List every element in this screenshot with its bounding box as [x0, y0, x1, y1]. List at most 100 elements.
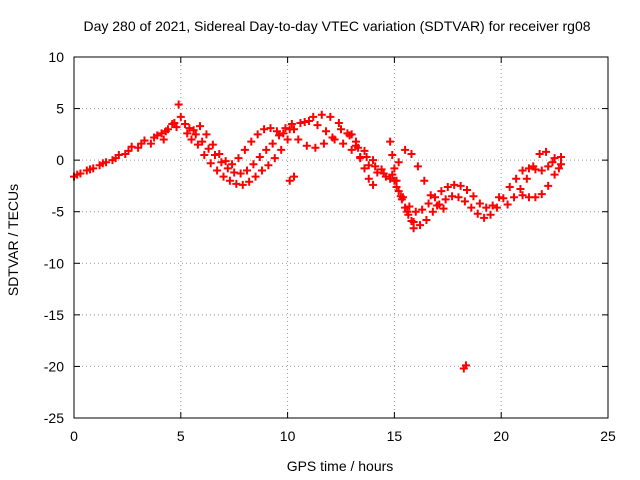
- data-point: [309, 112, 318, 121]
- data-point: [170, 119, 179, 128]
- data-point: [215, 149, 224, 158]
- data-point: [124, 146, 133, 155]
- data-point: [262, 145, 271, 154]
- data-point: [537, 190, 546, 199]
- data-point: [275, 131, 284, 140]
- data-point: [379, 169, 388, 178]
- data-point: [542, 147, 551, 156]
- data-point: [228, 160, 237, 169]
- x-tick-label: 20: [493, 428, 509, 444]
- data-point: [548, 158, 557, 167]
- data-point: [522, 174, 531, 183]
- data-point: [193, 140, 202, 149]
- x-tick-label: 0: [70, 428, 78, 444]
- data-point: [397, 195, 406, 204]
- data-point: [245, 177, 254, 186]
- x-axis-label: GPS time / hours: [287, 458, 394, 474]
- data-point: [319, 139, 328, 148]
- data-point: [426, 191, 435, 200]
- data-point: [137, 139, 146, 148]
- x-tick-label: 10: [280, 428, 296, 444]
- data-point: [290, 172, 299, 181]
- data-point: [317, 110, 326, 119]
- series-trace-1: [70, 100, 508, 230]
- data-point: [516, 185, 525, 194]
- data-point: [176, 112, 185, 121]
- data-point: [272, 127, 281, 136]
- data-point: [495, 193, 504, 202]
- data-point: [208, 140, 217, 149]
- data-point: [437, 187, 446, 196]
- data-point: [531, 193, 540, 202]
- data-point: [390, 164, 399, 173]
- data-point: [503, 200, 512, 209]
- x-tick-label: 25: [600, 428, 616, 444]
- data-point: [364, 174, 373, 183]
- data-point: [411, 207, 420, 216]
- data-point: [394, 187, 403, 196]
- data-point: [535, 149, 544, 158]
- data-point: [238, 180, 247, 189]
- data-point: [281, 124, 290, 133]
- data-point: [473, 209, 482, 218]
- y-tick-label: -25: [44, 410, 64, 426]
- data-point: [159, 135, 168, 144]
- data-point: [518, 166, 527, 175]
- data-point: [369, 156, 378, 165]
- data-point: [351, 141, 360, 150]
- data-point: [409, 224, 418, 233]
- axis-ticks: 0 5 10 15 20 25 -25 -20 -15 -10 -5 0 5 10: [44, 49, 616, 444]
- y-tick-label: -10: [44, 255, 64, 271]
- data-point: [463, 186, 472, 195]
- data-point: [127, 142, 136, 151]
- data-point: [407, 216, 416, 225]
- plot-frame: [73, 56, 609, 419]
- data-point: [185, 124, 194, 133]
- data-point: [198, 137, 207, 146]
- data-point: [456, 181, 465, 190]
- y-tick-label: -15: [44, 307, 64, 323]
- data-point: [433, 201, 442, 210]
- data-point: [243, 166, 252, 175]
- data-point: [313, 121, 322, 130]
- data-point: [557, 153, 566, 162]
- data-point: [461, 361, 470, 370]
- series-trace-3: [73, 122, 448, 213]
- data-point: [225, 176, 234, 185]
- data-point: [264, 161, 273, 170]
- data-point: [448, 192, 457, 201]
- data-point: [475, 199, 484, 208]
- data-point: [200, 150, 209, 159]
- data-point: [467, 203, 476, 212]
- data-point: [550, 170, 559, 179]
- data-point: [328, 133, 337, 142]
- data-point: [430, 193, 439, 202]
- data-point: [439, 204, 448, 213]
- data-point: [518, 191, 527, 200]
- data-point: [422, 215, 431, 224]
- data-point: [482, 203, 491, 212]
- data-point: [260, 125, 269, 134]
- data-point: [347, 130, 356, 139]
- data-point: [480, 213, 489, 222]
- data-point: [183, 129, 192, 138]
- data-point: [407, 149, 416, 158]
- data-point: [191, 130, 200, 139]
- data-points: [70, 100, 566, 373]
- x-tick-label: 5: [177, 428, 185, 444]
- grid-lines: [74, 57, 608, 418]
- data-point: [392, 176, 401, 185]
- data-point: [386, 137, 395, 146]
- data-point: [404, 210, 413, 219]
- data-point: [181, 120, 190, 129]
- data-point: [206, 159, 215, 168]
- series-trace-4: [503, 147, 566, 209]
- data-point: [420, 176, 429, 185]
- data-point: [268, 139, 277, 148]
- data-point: [196, 122, 205, 131]
- data-point: [300, 117, 309, 126]
- data-point: [512, 174, 521, 183]
- data-point: [537, 166, 546, 175]
- data-point: [86, 165, 95, 174]
